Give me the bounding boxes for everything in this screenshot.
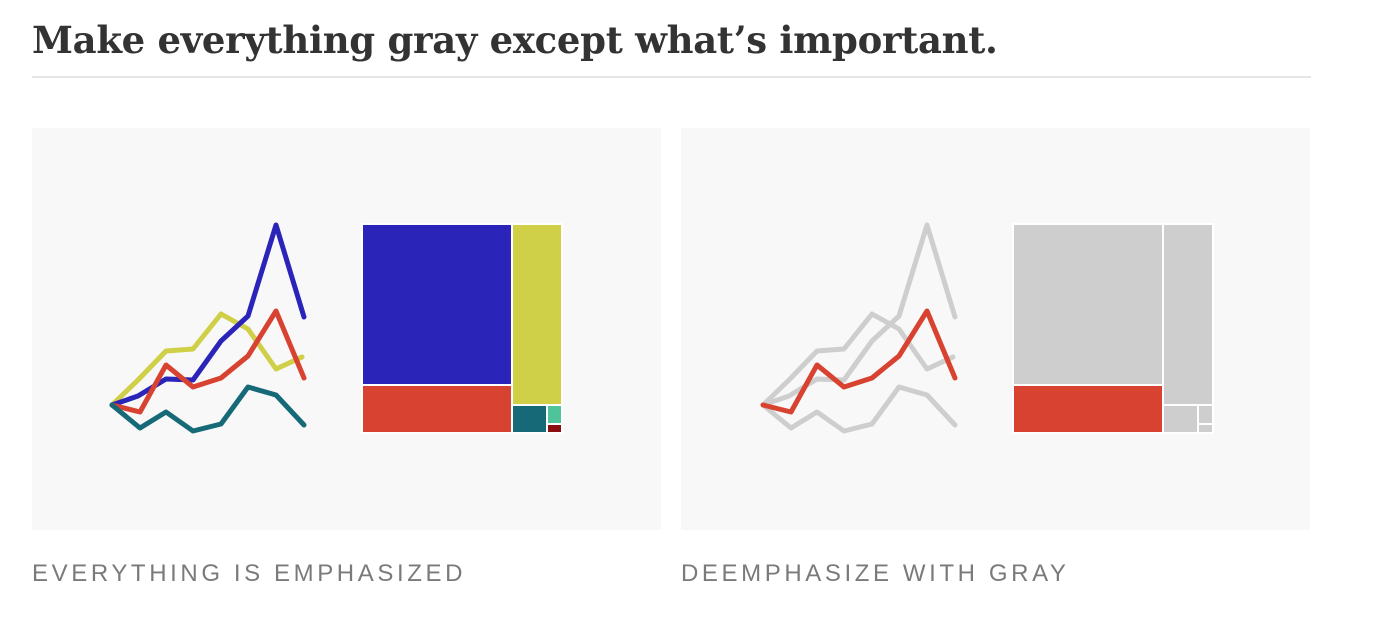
tile bbox=[511, 223, 563, 406]
caption: EVERYTHING IS EMPHASIZED bbox=[32, 560, 467, 587]
tile bbox=[361, 384, 513, 434]
line bbox=[760, 222, 958, 408]
tile bbox=[546, 423, 563, 434]
line bbox=[109, 384, 307, 434]
line bbox=[109, 222, 307, 408]
tile bbox=[511, 404, 548, 434]
divider bbox=[32, 76, 1311, 78]
tile bbox=[1162, 404, 1199, 434]
tile bbox=[1012, 384, 1164, 434]
tile bbox=[546, 404, 563, 425]
caption: DEEMPHASIZE WITH GRAY bbox=[681, 560, 1070, 587]
gray-illustration bbox=[760, 222, 1214, 434]
colored-illustration bbox=[109, 222, 563, 434]
line bbox=[109, 311, 305, 408]
tile bbox=[1197, 404, 1214, 425]
tile bbox=[1012, 223, 1164, 386]
tile bbox=[1197, 423, 1214, 434]
line bbox=[760, 311, 956, 408]
tile bbox=[1162, 223, 1214, 406]
line bbox=[760, 384, 958, 434]
line bbox=[760, 308, 958, 415]
title: Make everything gray except what’s impor… bbox=[32, 18, 998, 62]
tile bbox=[361, 223, 513, 386]
line bbox=[109, 308, 307, 415]
